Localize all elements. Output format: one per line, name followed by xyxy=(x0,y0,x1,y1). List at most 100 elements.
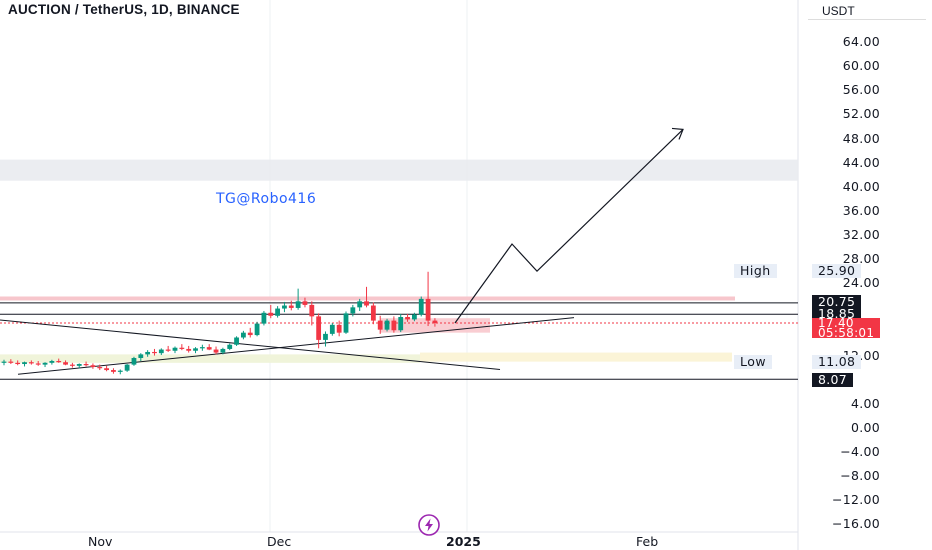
candle-body xyxy=(193,348,198,351)
candle-body xyxy=(206,347,212,350)
candle-body xyxy=(8,361,14,363)
candle-body xyxy=(391,320,397,331)
candle-body xyxy=(158,349,164,354)
candle-body xyxy=(425,298,431,321)
watermark-text: TG@Robo416 xyxy=(216,191,317,207)
candle-body xyxy=(22,362,27,365)
current-price-tag: 17.40 05:58:01 xyxy=(812,316,881,340)
resistance-zone xyxy=(0,159,798,181)
candle-body xyxy=(28,362,34,364)
candle-body xyxy=(432,320,438,324)
candle-body xyxy=(90,365,96,368)
candle-body xyxy=(220,348,226,353)
candle-body xyxy=(165,349,171,351)
price-axis-tick: 4.00 xyxy=(850,395,880,411)
candle-body xyxy=(152,351,157,354)
price-axis-tick: 64.00 xyxy=(842,34,880,50)
time-label-feb: Feb xyxy=(636,534,659,549)
candle-body xyxy=(76,364,82,366)
candle-body xyxy=(295,301,301,308)
candle-body xyxy=(42,362,48,365)
candle-body xyxy=(241,332,246,338)
price-axis-tick: 28.00 xyxy=(842,251,880,267)
low-value-tag: 11.08 xyxy=(812,355,862,369)
candle-body xyxy=(199,347,205,349)
low-label: Low xyxy=(734,355,773,369)
candle-body xyxy=(49,361,55,363)
projection-arrowhead xyxy=(671,127,684,140)
candle-body xyxy=(124,364,130,371)
countdown-timer: 05:58:01 xyxy=(818,326,875,340)
candle-body xyxy=(282,305,287,309)
candle-body xyxy=(350,307,356,314)
candle-body xyxy=(111,370,116,372)
currency-label[interactable]: USDT xyxy=(808,4,926,20)
candle-body xyxy=(97,367,103,369)
candle-body xyxy=(104,368,109,371)
candle-body xyxy=(268,312,274,316)
candle-body xyxy=(336,324,342,333)
candle-body xyxy=(172,347,178,351)
candle-body xyxy=(145,351,151,355)
candle-body xyxy=(418,298,424,315)
candle-body xyxy=(370,305,376,321)
candle-body xyxy=(56,361,62,363)
candle-body xyxy=(1,361,7,363)
candle-body xyxy=(343,313,349,333)
candle-body xyxy=(329,324,335,334)
candle-body xyxy=(70,364,75,366)
time-label-nov: Nov xyxy=(88,534,113,549)
candle-body xyxy=(179,347,185,349)
candle-body xyxy=(213,349,219,353)
level-tag-3: 8.07 xyxy=(812,373,854,387)
candle-body xyxy=(254,323,260,336)
price-axis-tick: 48.00 xyxy=(842,130,880,146)
projection-path xyxy=(454,129,684,324)
symbol-title: AUCTION / TetherUS, 1D, BINANCE xyxy=(8,2,240,17)
time-label-dec: Dec xyxy=(267,534,292,549)
support-zone-left xyxy=(0,354,420,363)
time-label-2025: 2025 xyxy=(446,534,481,549)
price-axis[interactable]: 64.00 60.00 56.00 52.00 48.00 44.00 40.00 36.00… xyxy=(798,0,932,550)
candle-body xyxy=(288,305,294,308)
price-axis-tick: −4.00 xyxy=(840,444,880,460)
candle-body xyxy=(138,354,144,358)
candle-body xyxy=(316,316,322,340)
candle-body xyxy=(323,333,328,340)
candle-body xyxy=(131,357,137,365)
candle-body xyxy=(377,320,383,330)
price-axis-tick: 24.00 xyxy=(842,275,880,291)
price-axis-tick: −8.00 xyxy=(840,468,880,484)
candle-body xyxy=(261,312,267,324)
candle-body xyxy=(15,362,21,365)
candle-body xyxy=(357,301,363,308)
candle-body xyxy=(275,308,280,316)
candle-body xyxy=(412,314,417,320)
candle-body xyxy=(398,316,404,331)
candle-body xyxy=(364,301,369,306)
price-axis-tick: 40.00 xyxy=(842,178,880,194)
candle-body xyxy=(35,363,41,365)
price-axis-tick: 52.00 xyxy=(842,106,880,122)
high-value-tag: 25.90 xyxy=(812,264,862,278)
price-axis-tick: 60.00 xyxy=(842,58,880,74)
lightning-bolt-icon[interactable] xyxy=(418,514,440,536)
price-axis-tick: 56.00 xyxy=(842,82,880,98)
current-price-value: 17.40 xyxy=(818,316,854,330)
price-axis-tick: 44.00 xyxy=(842,154,880,170)
sell-zone-line xyxy=(0,296,735,301)
candle-body xyxy=(83,364,89,366)
candle-body xyxy=(234,337,239,345)
level-tag-1: 20.75 xyxy=(812,295,862,309)
candle-body xyxy=(309,304,315,317)
candle-body xyxy=(247,332,253,336)
candle-body xyxy=(186,348,192,351)
price-axis-tick: 0.00 xyxy=(850,419,880,435)
candle-body xyxy=(405,316,410,320)
descending-trendline xyxy=(0,319,501,370)
candle-body xyxy=(384,320,390,330)
candle-body xyxy=(227,344,233,349)
price-axis-tick: −12.00 xyxy=(831,492,880,508)
